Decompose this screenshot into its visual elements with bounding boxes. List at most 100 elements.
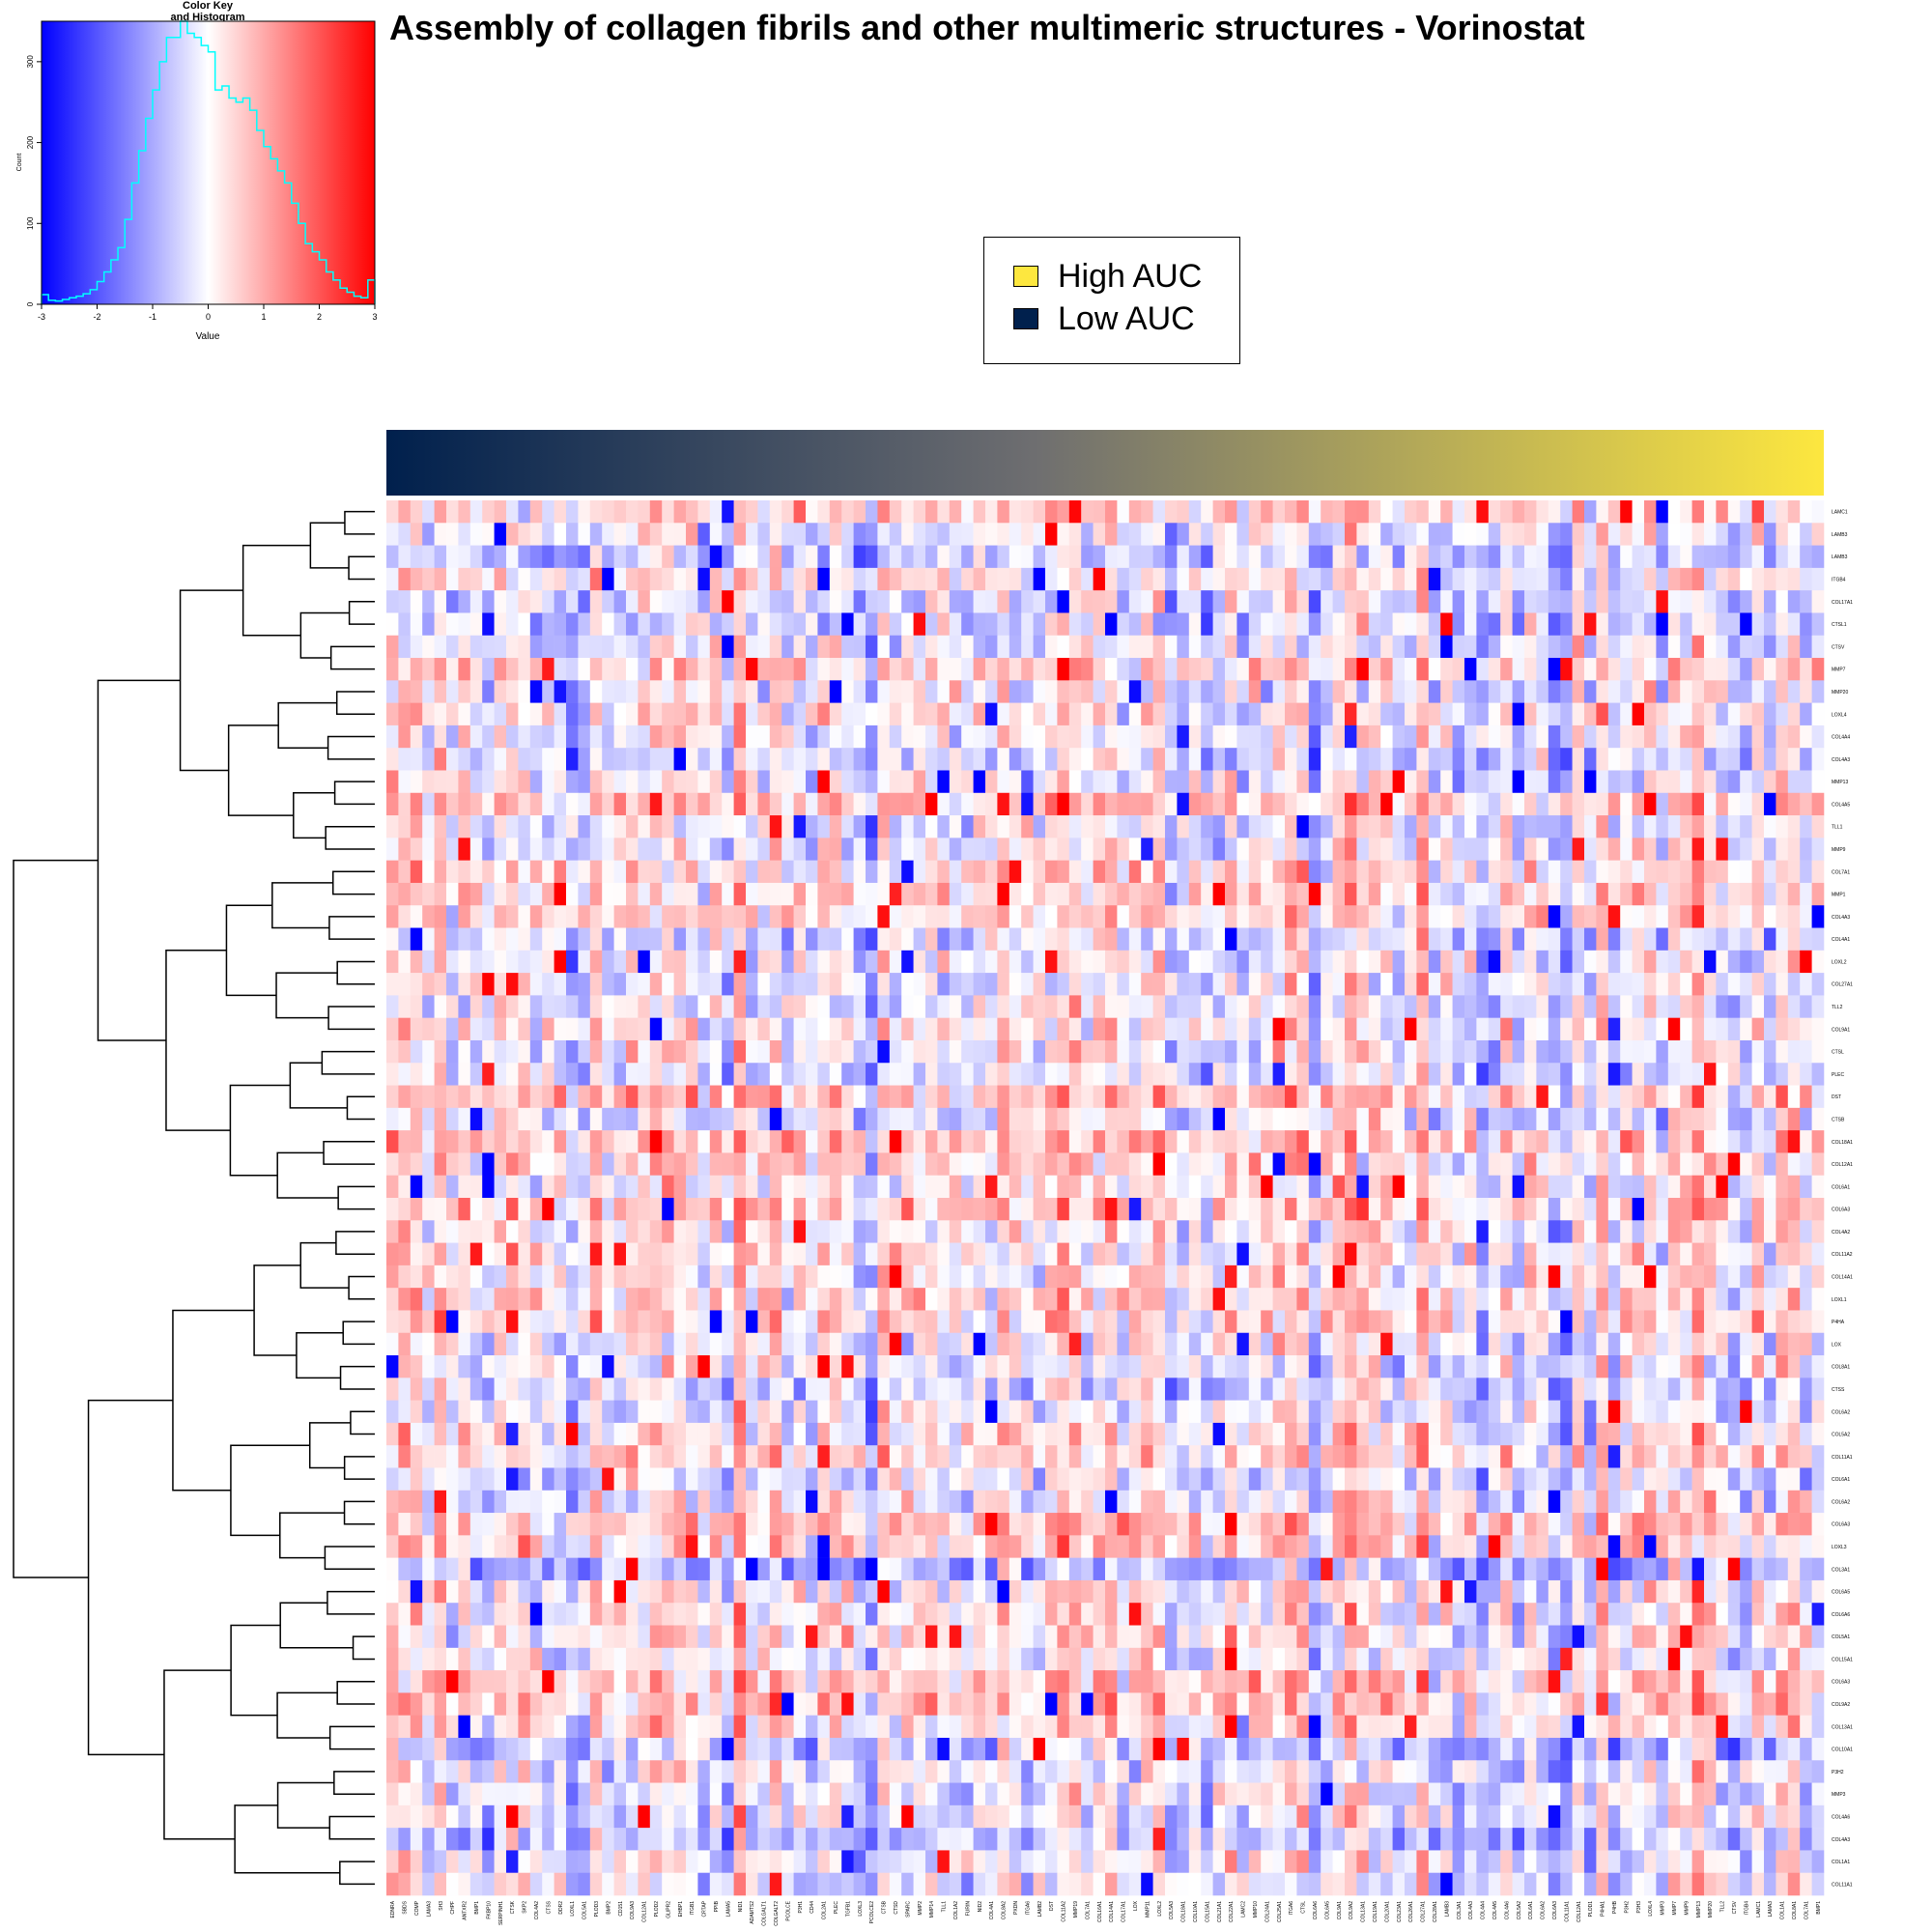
heatmap-cell [1596, 1198, 1609, 1221]
heatmap-cell [985, 748, 998, 771]
heatmap-cell [1607, 1198, 1621, 1221]
heatmap-cell [1691, 1063, 1705, 1086]
heatmap-cell [1021, 905, 1034, 928]
heatmap-cell [626, 1310, 639, 1334]
heatmap-cell [386, 748, 399, 771]
heatmap-cell [1261, 995, 1273, 1018]
heatmap-cell [1607, 1039, 1621, 1064]
heatmap-cell [662, 1288, 674, 1311]
heatmap-cell [649, 1355, 663, 1378]
heatmap-cell [746, 1085, 758, 1109]
heatmap-cell [1751, 500, 1765, 524]
heatmap-cell [1512, 838, 1525, 861]
heatmap-cell [1248, 905, 1262, 928]
heatmap-cell [1225, 1355, 1237, 1378]
heatmap-cell [1380, 1017, 1393, 1041]
heatmap-cell [1751, 1220, 1765, 1243]
heatmap-cell [1261, 770, 1273, 794]
heatmap-cell [1667, 882, 1681, 906]
heatmap-cell [1572, 1264, 1585, 1289]
heatmap-cell [1152, 1017, 1166, 1041]
heatmap-cell [673, 1310, 687, 1334]
heatmap-cell [542, 658, 554, 681]
heatmap-cell [1500, 1039, 1513, 1064]
heatmap-cell [1716, 1063, 1729, 1086]
heatmap-cell [1656, 860, 1669, 884]
heatmap-cell [1272, 770, 1286, 794]
heatmap-cell [1704, 748, 1717, 771]
heatmap-cell [469, 770, 483, 794]
heatmap-cell [1057, 748, 1070, 771]
heatmap-cell [1021, 995, 1034, 1018]
heatmap-cell [1811, 1355, 1825, 1378]
heatmap-cell [1764, 1130, 1776, 1153]
heatmap-cell [506, 748, 519, 771]
heatmap-cell [746, 1288, 758, 1311]
heatmap-cell [1392, 658, 1406, 681]
heatmap-cell [422, 1130, 435, 1153]
heatmap-cell [1045, 500, 1058, 524]
heatmap-cell [1572, 1332, 1585, 1356]
dendrogram-branch [230, 1444, 310, 1537]
heatmap-cell [817, 1310, 831, 1334]
heatmap-cell [1811, 500, 1825, 524]
heatmap-cell [469, 500, 483, 524]
heatmap-cell [1261, 792, 1273, 816]
heatmap-cell [1248, 635, 1262, 659]
heatmap-cell [398, 792, 412, 816]
heatmap-cell [1416, 612, 1430, 637]
heatmap-cell [973, 1152, 986, 1177]
heatmap-cell [613, 838, 627, 861]
heatmap-cell [434, 770, 447, 794]
heatmap-cell [494, 702, 507, 726]
heatmap-cell [1632, 1198, 1645, 1221]
heatmap-cell [973, 1400, 986, 1424]
heatmap-cell [626, 770, 639, 794]
heatmap-cell [506, 680, 519, 703]
heatmap-cell [697, 882, 711, 906]
heatmap-cell [1021, 1175, 1034, 1199]
heatmap-cell [482, 973, 495, 996]
heatmap-cell [925, 1288, 938, 1311]
heatmap-cell [649, 1063, 663, 1086]
heatmap-cell [781, 1198, 794, 1221]
heatmap-cell [1776, 1310, 1789, 1334]
heatmap-cell [781, 1063, 794, 1086]
heatmap-cell [662, 1400, 674, 1424]
heatmap-cell [1201, 567, 1213, 591]
heatmap-cell [1548, 882, 1561, 906]
heatmap-cell [1716, 995, 1729, 1018]
heatmap-cell [686, 1242, 698, 1266]
heatmap-cell [1356, 1355, 1370, 1378]
heatmap-cell [1093, 1242, 1106, 1266]
heatmap-cell [1045, 927, 1058, 952]
heatmap-cell [422, 500, 435, 524]
heatmap-cell [482, 770, 495, 794]
heatmap-cell [1596, 950, 1609, 974]
legend-item-high-auc: High AUC [1013, 257, 1202, 296]
heatmap-cell [1225, 950, 1237, 974]
heatmap-cell [469, 1220, 483, 1243]
heatmap-cell [506, 882, 519, 906]
heatmap-cell [1405, 612, 1417, 637]
heatmap-cell [961, 702, 974, 726]
heatmap-cell [901, 1017, 914, 1041]
heatmap-cell [589, 724, 603, 749]
heatmap-cell [686, 1152, 698, 1177]
heatmap-cell [638, 1355, 651, 1378]
heatmap-cell [1512, 770, 1525, 794]
heatmap-cell [1800, 1107, 1812, 1131]
heatmap-cell [781, 927, 794, 952]
heatmap-cell [806, 1242, 818, 1266]
heatmap-cell [961, 545, 974, 569]
heatmap-cell [1141, 1378, 1153, 1401]
heatmap-cell [1716, 590, 1729, 613]
heatmap-cell [1308, 950, 1321, 974]
heatmap-cell [469, 1152, 483, 1177]
heatmap-cell [973, 1242, 986, 1266]
heatmap-cell [469, 724, 483, 749]
heatmap-cell [1764, 748, 1776, 771]
heatmap-cell [793, 748, 807, 771]
heatmap-cell [1667, 702, 1681, 726]
heatmap-cell [686, 1107, 698, 1131]
